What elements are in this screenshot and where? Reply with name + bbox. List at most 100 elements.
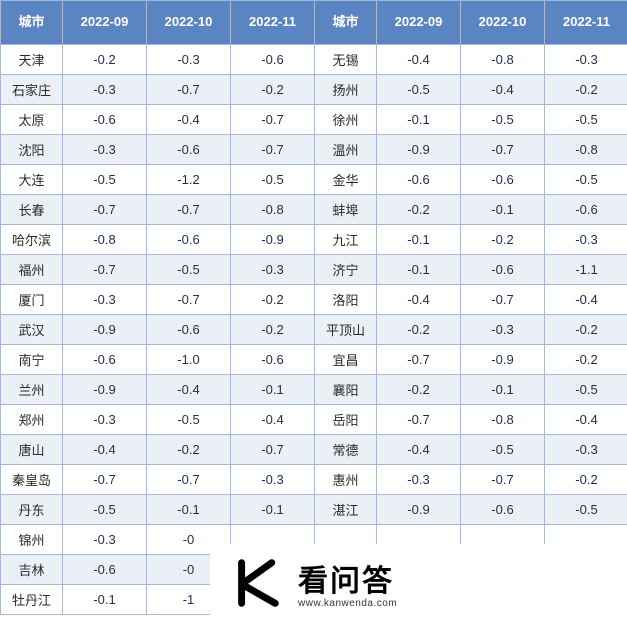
value-cell: -0.5 [63,165,147,195]
city-cell: 岳阳 [315,405,377,435]
value-cell: -0.5 [377,75,461,105]
city-cell: 无锡 [315,45,377,75]
city-cell: 石家庄 [1,75,63,105]
value-cell: -0.3 [147,45,231,75]
city-cell: 长春 [1,195,63,225]
value-cell: -0.6 [377,165,461,195]
value-cell: -0.9 [461,345,545,375]
value-cell: -0.5 [147,405,231,435]
value-cell: -0.7 [63,195,147,225]
col-2022-09b: 2022-09 [377,1,461,45]
value-cell: -0.2 [63,45,147,75]
table-row: 武汉-0.9-0.6-0.2平顶山-0.2-0.3-0.2 [1,315,627,345]
value-cell: -0.7 [461,465,545,495]
value-cell: -0.4 [545,405,627,435]
value-cell: -0.4 [231,405,315,435]
value-cell: -0.5 [63,495,147,525]
value-cell: -0.7 [231,105,315,135]
value-cell: -0.3 [63,135,147,165]
value-cell: -0.6 [63,345,147,375]
city-cell: 宜昌 [315,345,377,375]
value-cell: -0.2 [461,225,545,255]
col-2022-10a: 2022-10 [147,1,231,45]
col-2022-09a: 2022-09 [63,1,147,45]
value-cell: -0.7 [461,135,545,165]
city-cell: 厦门 [1,285,63,315]
table-row: 长春-0.7-0.7-0.8蚌埠-0.2-0.1-0.6 [1,195,627,225]
col-2022-10b: 2022-10 [461,1,545,45]
col-city-2: 城市 [315,1,377,45]
value-cell: -0.6 [545,195,627,225]
city-cell: 哈尔滨 [1,225,63,255]
city-cell: 洛阳 [315,285,377,315]
value-cell: -0.8 [461,405,545,435]
table-row: 秦皇岛-0.7-0.7-0.3惠州-0.3-0.7-0.2 [1,465,627,495]
value-cell: -0.8 [63,225,147,255]
city-cell: 湛江 [315,495,377,525]
value-cell: -0.3 [461,315,545,345]
value-cell: -0.8 [231,195,315,225]
value-cell: -0.3 [231,255,315,285]
value-cell: -0.2 [377,195,461,225]
value-cell: -0.3 [545,435,627,465]
table-row: 唐山-0.4-0.2-0.7常德-0.4-0.5-0.3 [1,435,627,465]
value-cell: -0.9 [377,495,461,525]
brand-name: 看问答 [298,556,397,600]
city-cell: 郑州 [1,405,63,435]
value-cell: -0.7 [377,405,461,435]
city-cell: 常德 [315,435,377,465]
city-cell: 天津 [1,45,63,75]
value-cell: -0.1 [461,195,545,225]
table-row: 沈阳-0.3-0.6-0.7温州-0.9-0.7-0.8 [1,135,627,165]
city-cell: 惠州 [315,465,377,495]
table-row: 南宁-0.6-1.0-0.6宜昌-0.7-0.9-0.2 [1,345,627,375]
city-cell: 锦州 [1,525,63,555]
city-cell: 兰州 [1,375,63,405]
city-cell: 襄阳 [315,375,377,405]
col-city-1: 城市 [1,1,63,45]
value-cell: -0.7 [63,465,147,495]
table-row: 兰州-0.9-0.4-0.1襄阳-0.2-0.1-0.5 [1,375,627,405]
value-cell: -0.9 [231,225,315,255]
value-cell: -0.9 [63,375,147,405]
table-body: 天津-0.2-0.3-0.6无锡-0.4-0.8-0.3石家庄-0.3-0.7-… [1,45,627,615]
value-cell: -1.2 [147,165,231,195]
value-cell: -0.5 [147,255,231,285]
value-cell: -0.7 [377,345,461,375]
value-cell: -0.6 [147,225,231,255]
value-cell: -0.1 [231,375,315,405]
table-header-row: 城市 2022-09 2022-10 2022-11 城市 2022-09 20… [1,1,627,45]
value-cell: -0.2 [147,435,231,465]
value-cell: -0.7 [147,285,231,315]
value-cell: -0.1 [377,225,461,255]
table-row: 太原-0.6-0.4-0.7徐州-0.1-0.5-0.5 [1,105,627,135]
value-cell: -0.4 [377,435,461,465]
value-cell: -0.1 [147,495,231,525]
value-cell: -0.2 [545,345,627,375]
value-cell: -0.7 [147,75,231,105]
value-cell: -0.6 [231,345,315,375]
value-cell: -0.4 [147,105,231,135]
city-cell: 九江 [315,225,377,255]
value-cell: -0.5 [545,105,627,135]
value-cell: -1.1 [545,255,627,285]
value-cell: -0.2 [545,465,627,495]
value-cell: -0.6 [147,315,231,345]
value-cell: -0.4 [63,435,147,465]
table-row: 石家庄-0.3-0.7-0.2扬州-0.5-0.4-0.2 [1,75,627,105]
value-cell: -0.8 [461,45,545,75]
value-cell: -0.9 [63,315,147,345]
table-row: 哈尔滨-0.8-0.6-0.9九江-0.1-0.2-0.3 [1,225,627,255]
value-cell: -0.6 [63,555,147,585]
city-cell: 吉林 [1,555,63,585]
city-cell: 平顶山 [315,315,377,345]
value-cell: -0.7 [461,285,545,315]
value-cell: -0.6 [461,495,545,525]
value-cell: -0.7 [147,465,231,495]
value-cell: -0.2 [377,375,461,405]
city-cell: 唐山 [1,435,63,465]
value-cell: -0.3 [63,405,147,435]
value-cell: -0.6 [461,255,545,285]
value-cell: -0.1 [63,585,147,615]
value-cell: -0.1 [377,105,461,135]
